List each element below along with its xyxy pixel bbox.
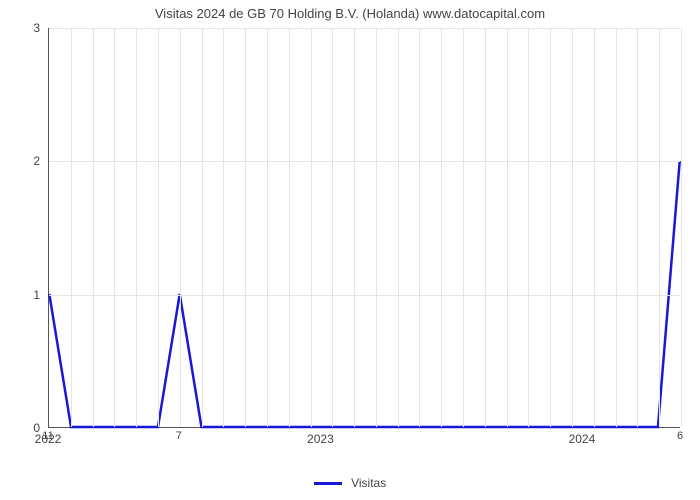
gridline-vertical (463, 28, 464, 427)
data-point-label: 7 (176, 430, 182, 442)
legend-label: Visitas (351, 476, 386, 490)
gridline-vertical (398, 28, 399, 427)
legend-swatch (314, 482, 342, 485)
gridline-vertical (267, 28, 268, 427)
line-series-svg (49, 28, 680, 427)
gridline-horizontal (49, 295, 680, 296)
gridline-vertical (136, 28, 137, 427)
gridline-vertical (289, 28, 290, 427)
gridline-vertical (572, 28, 573, 427)
gridline-vertical (376, 28, 377, 427)
chart-container: Visitas 2024 de GB 70 Holding B.V. (Hola… (0, 0, 700, 500)
gridline-vertical (681, 28, 682, 427)
gridline-vertical (637, 28, 638, 427)
gridline-vertical (202, 28, 203, 427)
gridline-vertical (71, 28, 72, 427)
x-tick-label: 2023 (307, 432, 334, 446)
gridline-vertical (158, 28, 159, 427)
gridline-vertical (311, 28, 312, 427)
gridline-vertical (354, 28, 355, 427)
y-tick-label: 2 (10, 154, 40, 168)
legend: Visitas (0, 476, 700, 490)
data-point-label: 11 (42, 430, 53, 442)
y-tick-label: 3 (10, 21, 40, 35)
gridline-vertical (419, 28, 420, 427)
gridline-horizontal (49, 161, 680, 162)
y-tick-label: 1 (10, 288, 40, 302)
gridline-vertical (507, 28, 508, 427)
gridline-vertical (550, 28, 551, 427)
gridline-vertical (93, 28, 94, 427)
gridline-vertical (114, 28, 115, 427)
chart-title: Visitas 2024 de GB 70 Holding B.V. (Hola… (0, 6, 700, 21)
gridline-vertical (332, 28, 333, 427)
x-tick-label: 2024 (569, 432, 596, 446)
gridline-vertical (180, 28, 181, 427)
gridline-vertical (594, 28, 595, 427)
gridline-vertical (485, 28, 486, 427)
gridline-vertical (245, 28, 246, 427)
data-point-label: 6 (677, 430, 683, 442)
gridline-vertical (223, 28, 224, 427)
gridline-horizontal (49, 28, 680, 29)
gridline-vertical (659, 28, 660, 427)
gridline-vertical (441, 28, 442, 427)
gridline-vertical (616, 28, 617, 427)
plot-area (48, 28, 680, 428)
gridline-vertical (528, 28, 529, 427)
